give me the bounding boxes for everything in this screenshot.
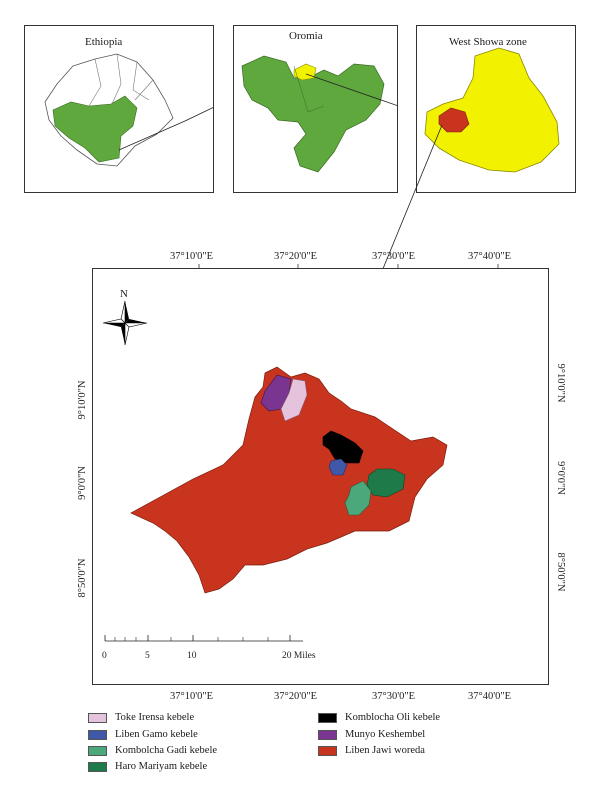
legend-item-munyo-keshembel: Munyo Keshembel xyxy=(318,729,425,740)
ethiopia-inset-title: Ethiopia xyxy=(85,36,123,48)
legend-swatch xyxy=(318,712,337,723)
komblocha-oli-area xyxy=(322,430,364,464)
legend-label: Kombolcha Gadi kebele xyxy=(115,745,218,756)
main-study-area-map: N 0 5 10 20 M xyxy=(92,268,549,685)
legend-label: Munyo Keshembel xyxy=(345,729,426,740)
west-showa-outline xyxy=(424,47,560,173)
right-label-2: 8°50'0"N xyxy=(555,553,566,592)
legend-label: Liben Jawi woreda xyxy=(345,745,425,756)
left-label-1: 9°0'0"N xyxy=(77,466,88,500)
north-arrow-icon xyxy=(102,300,148,346)
scale-tick-20: 20 Miles xyxy=(282,651,316,661)
legend-item-liben-gamo: Liben Gamo kebele xyxy=(88,729,198,740)
ethiopia-inset-map: Ethiopia xyxy=(24,25,214,193)
ethiopia-outline xyxy=(44,53,213,167)
bottom-label-2: 37°30'0"E xyxy=(372,691,415,702)
legend-label: Toke Irensa kebele xyxy=(115,712,195,723)
bottom-label-3: 37°40'0"E xyxy=(468,691,511,702)
legend-swatch xyxy=(88,712,107,723)
main-map-canvas: N 0 5 10 20 M xyxy=(102,288,448,661)
left-label-0: 9°10'0"N xyxy=(77,380,88,419)
legend-label: Komblocha Oli kebele xyxy=(345,712,441,723)
top-label-2: 37°30'0"E xyxy=(372,251,415,262)
toke-irensa-area xyxy=(280,378,308,422)
legend-item-haro-mariyam: Haro Mariyam kebele xyxy=(88,761,207,772)
kombolcha-gadi-area xyxy=(344,480,372,516)
top-ticks xyxy=(198,264,499,268)
top-label-3: 37°40'0"E xyxy=(468,251,511,262)
right-label-1: 9°0'0"N xyxy=(555,461,566,495)
top-label-0: 37°10'0"E xyxy=(170,251,213,262)
oromia-in-ethiopia xyxy=(52,95,138,163)
liben-gamo-area xyxy=(328,458,348,476)
bottom-label-0: 37°10'0"E xyxy=(170,691,213,702)
left-label-2: 8°50'0"N xyxy=(77,558,88,597)
north-arrow-label: N xyxy=(120,288,128,300)
legend-item-kombolcha-gadi: Kombolcha Gadi kebele xyxy=(88,745,217,756)
legend-item-toke-irensa: Toke Irensa kebele xyxy=(88,712,194,723)
oromia-inset-title: Oromia xyxy=(289,30,323,42)
scale-tick-0: 0 xyxy=(102,651,107,661)
top-label-1: 37°20'0"E xyxy=(274,251,317,262)
legend-item-komblocha-oli: Komblocha Oli kebele xyxy=(318,712,440,723)
right-label-0: 9°10'0"N xyxy=(555,364,566,403)
legend-swatch xyxy=(318,729,337,740)
scale-tick-5: 5 xyxy=(145,651,150,661)
legend-item-liben-jawi: Liben Jawi woreda xyxy=(318,745,425,756)
scale-bar xyxy=(104,635,303,642)
legend-label: Liben Gamo kebele xyxy=(115,729,198,740)
west-showa-in-oromia xyxy=(293,63,317,81)
oromia-inset-map: Oromia xyxy=(233,25,398,193)
scale-tick-10: 10 xyxy=(187,651,197,661)
west-showa-inset-map: West Showa zone xyxy=(416,25,576,193)
legend-swatch xyxy=(88,761,107,772)
liben-jawi-woreda-area xyxy=(130,366,448,594)
west-showa-inset-title: West Showa zone xyxy=(449,36,527,48)
legend-swatch xyxy=(318,745,337,756)
legend-swatch xyxy=(88,745,107,756)
bottom-label-1: 37°20'0"E xyxy=(274,691,317,702)
legend-label: Haro Mariyam kebele xyxy=(115,761,208,772)
legend-swatch xyxy=(88,729,107,740)
